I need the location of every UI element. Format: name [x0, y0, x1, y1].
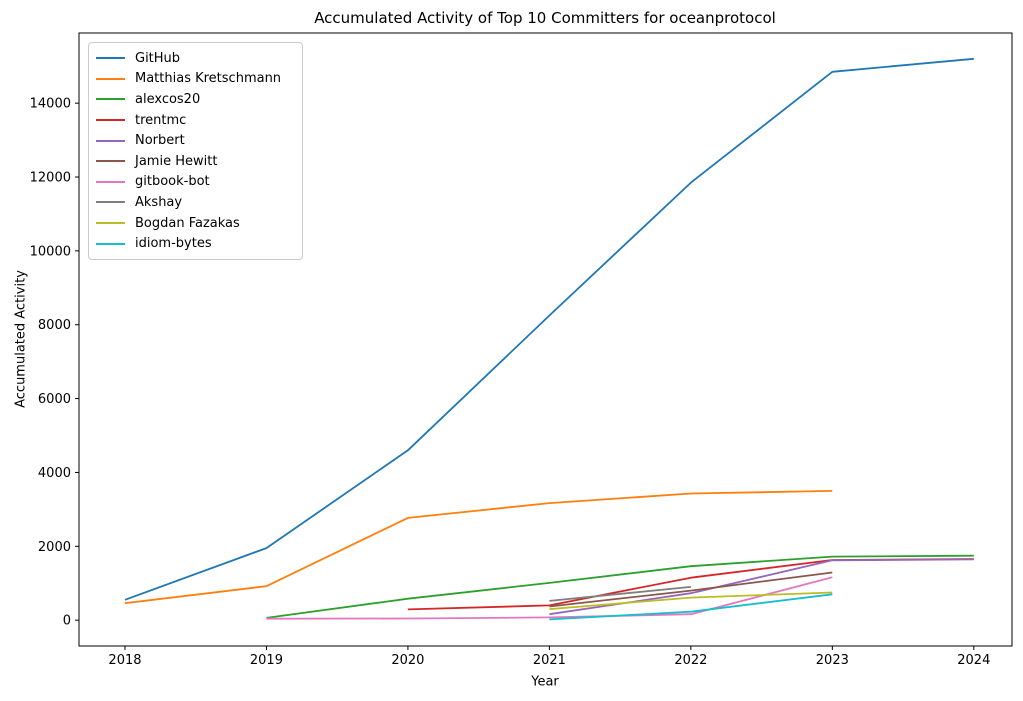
series-line-alexcos20: [266, 554, 974, 619]
legend-swatch: [96, 119, 125, 122]
y-axis-tick-label: 8000: [38, 318, 71, 333]
series-line-idiom-bytes: [549, 593, 833, 621]
legend-item-idiom-bytes: idiom-bytes: [96, 233, 296, 254]
legend-label: Bogdan Fazakas: [135, 215, 240, 231]
x-axis-tick-label: 2020: [391, 653, 424, 668]
y-axis-tick-label: 4000: [38, 466, 71, 481]
legend-label: Matthias Kretschmann: [135, 71, 282, 87]
legend-item-bogdan-fazakas: Bogdan Fazakas: [96, 213, 296, 234]
x-axis-tick-label: 2024: [957, 653, 990, 668]
legend-item-jamie-hewitt: Jamie Hewitt: [96, 151, 296, 172]
legend-label: Norbert: [135, 133, 185, 149]
series-line-bogdan-fazakas: [549, 591, 833, 610]
x-axis-tick-label: 2021: [533, 653, 566, 668]
plot-border: [78, 32, 1013, 647]
series-line-matthias-kretschmann: [124, 490, 833, 605]
legend-item-matthias-kretschmann: Matthias Kretschmann: [96, 69, 296, 90]
legend-label: GitHub: [135, 50, 181, 66]
y-axis-tick-label: 14000: [30, 97, 71, 112]
legend-item-norbert: Norbert: [96, 130, 296, 151]
series-line-jamie-hewitt: [549, 571, 833, 608]
y-axis-tick-label: 6000: [38, 392, 71, 407]
series-line-gitbook-bot: [266, 576, 833, 620]
x-axis-tick-label: 2023: [816, 653, 849, 668]
legend-item-alexcos20: alexcos20: [96, 89, 296, 110]
y-axis-tick-label: 10000: [30, 244, 71, 259]
y-axis-tick-label: 12000: [30, 171, 71, 186]
legend-swatch: [96, 98, 125, 101]
x-axis-tick-label: 2018: [108, 653, 141, 668]
y-axis-tick-label: 2000: [38, 540, 71, 555]
legend-item-gitbook-bot: gitbook-bot: [96, 172, 296, 193]
legend-swatch: [96, 160, 125, 163]
legend-swatch: [96, 222, 125, 225]
legend-label: idiom-bytes: [135, 236, 212, 252]
legend-item-akshay: Akshay: [96, 192, 296, 213]
legend-label: alexcos20: [135, 91, 201, 107]
series-line-akshay: [549, 586, 691, 602]
y-axis-tick-label: 0: [63, 614, 71, 629]
legend-item-github: GitHub: [96, 48, 296, 69]
legend-label: Jamie Hewitt: [135, 153, 218, 169]
legend-swatch: [96, 77, 125, 80]
series-line-github: [124, 57, 974, 601]
series-line-norbert: [549, 558, 974, 616]
legend-swatch: [96, 242, 125, 245]
x-axis-tick-label: 2022: [674, 653, 707, 668]
y-axis-label: Accumulated Activity: [13, 270, 29, 408]
legend-label: gitbook-bot: [135, 174, 210, 190]
legend-swatch: [96, 57, 125, 60]
legend-swatch: [96, 180, 125, 183]
x-axis-tick-label: 2019: [250, 653, 283, 668]
legend-swatch: [96, 201, 125, 204]
legend: GitHub Matthias Kretschmann alexcos20 trent…: [88, 42, 303, 260]
x-axis-label: Year: [531, 674, 559, 690]
legend-label: trentmc: [135, 112, 187, 128]
chart-title: Accumulated Activity of Top 10 Committer…: [314, 9, 776, 27]
legend-label: Akshay: [135, 194, 183, 210]
legend-swatch: [96, 139, 125, 142]
legend-item-trentmc: trentmc: [96, 110, 296, 131]
